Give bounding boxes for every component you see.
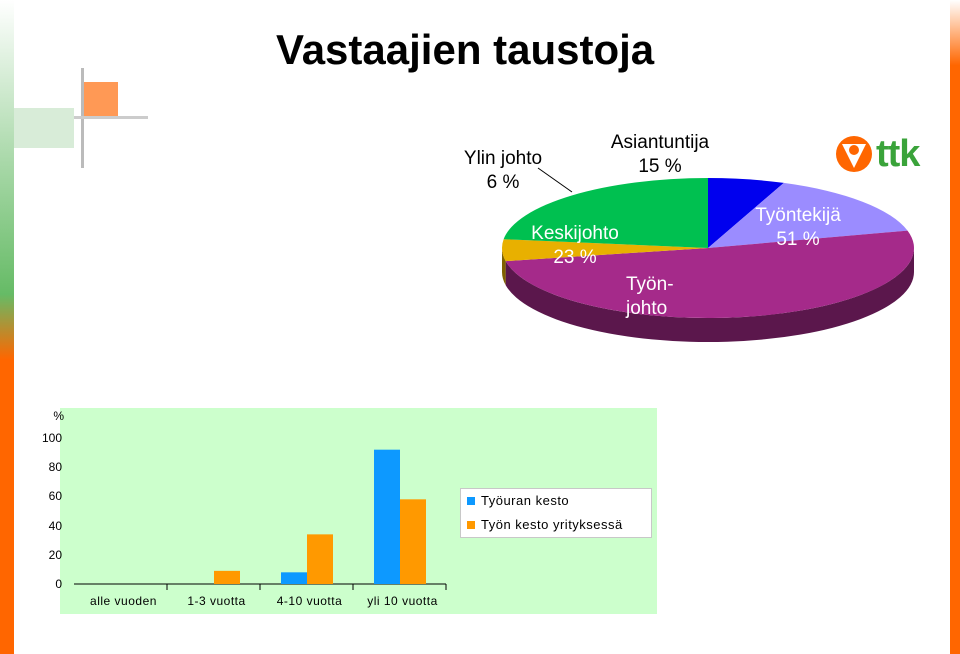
y-tick-label: 100 — [41, 431, 62, 445]
x-tick-label: 4-10 vuotta — [277, 594, 343, 608]
y-tick-label: 40 — [48, 518, 62, 533]
bar — [214, 570, 240, 584]
orange-square — [82, 82, 118, 118]
bar — [400, 499, 426, 584]
y-tick-label: 60 — [48, 489, 62, 504]
slice-value: 6 % — [486, 172, 520, 193]
pie-slice — [502, 239, 708, 262]
slice-label: Asiantuntija — [610, 132, 710, 153]
legend-swatch-orange — [467, 521, 475, 529]
ttk-logo-icon — [836, 136, 872, 172]
slice-label: Työntekijä — [755, 205, 841, 226]
right-accent-bar — [950, 0, 960, 654]
legend-swatch-blue — [467, 497, 475, 505]
x-tick-label: alle vuoden — [90, 594, 157, 608]
pie-slice — [708, 178, 784, 248]
pie-label-keskijohto: Keskijohto 23 % — [516, 222, 634, 270]
pie-label-tyontekija: Työntekijä 51 % — [736, 204, 860, 252]
pie-label-asiantuntija: Asiantuntija 15 % — [590, 131, 730, 179]
y-axis-label: % — [53, 409, 64, 423]
horizontal-line — [48, 116, 148, 119]
y-tick-label: 80 — [48, 460, 62, 475]
slice-value: 23 % — [553, 247, 597, 268]
y-tick-label: 0 — [55, 577, 62, 591]
y-tick-label: 20 — [48, 547, 62, 562]
page-title: Vastaajien taustoja — [276, 26, 655, 73]
logo-text: ttk — [876, 133, 920, 175]
green-tint — [14, 108, 74, 148]
slice-value: 15 % — [638, 156, 682, 177]
pie-slice — [708, 182, 908, 248]
left-accent-bar — [0, 0, 14, 654]
x-tick-label: 1-3 vuotta — [187, 594, 245, 608]
slice-value: 5 % — [626, 346, 659, 367]
pie-slice-side — [505, 248, 914, 343]
bar — [374, 449, 400, 584]
pie-label-ylin-johto: Ylin johto 6 % — [448, 147, 558, 195]
pie-label-tyonjohto: Työn- johto 5 % — [626, 249, 690, 393]
bar — [307, 534, 333, 584]
x-tick-label: yli 10 vuotta — [367, 594, 438, 608]
slice-label: Ylin johto — [463, 148, 543, 169]
slice-label: Keskijohto — [531, 223, 619, 244]
legend-item: Työuran kesto — [467, 493, 569, 508]
bar-legend: Työuran kesto Työn kesto yrityksessä — [460, 488, 652, 538]
bar — [281, 572, 307, 584]
legend-label: Työuran kesto — [481, 493, 570, 508]
pie-slice-side — [502, 248, 506, 286]
legend-item: Työn kesto yrityksessä — [467, 517, 623, 532]
pie-slice — [503, 178, 708, 248]
leader-line — [537, 167, 573, 193]
slice-value: 51 % — [776, 229, 820, 250]
slice-label: Työn- johto — [626, 274, 674, 319]
legend-label: Työn kesto yrityksessä — [481, 517, 623, 532]
pie-slice — [505, 230, 914, 318]
